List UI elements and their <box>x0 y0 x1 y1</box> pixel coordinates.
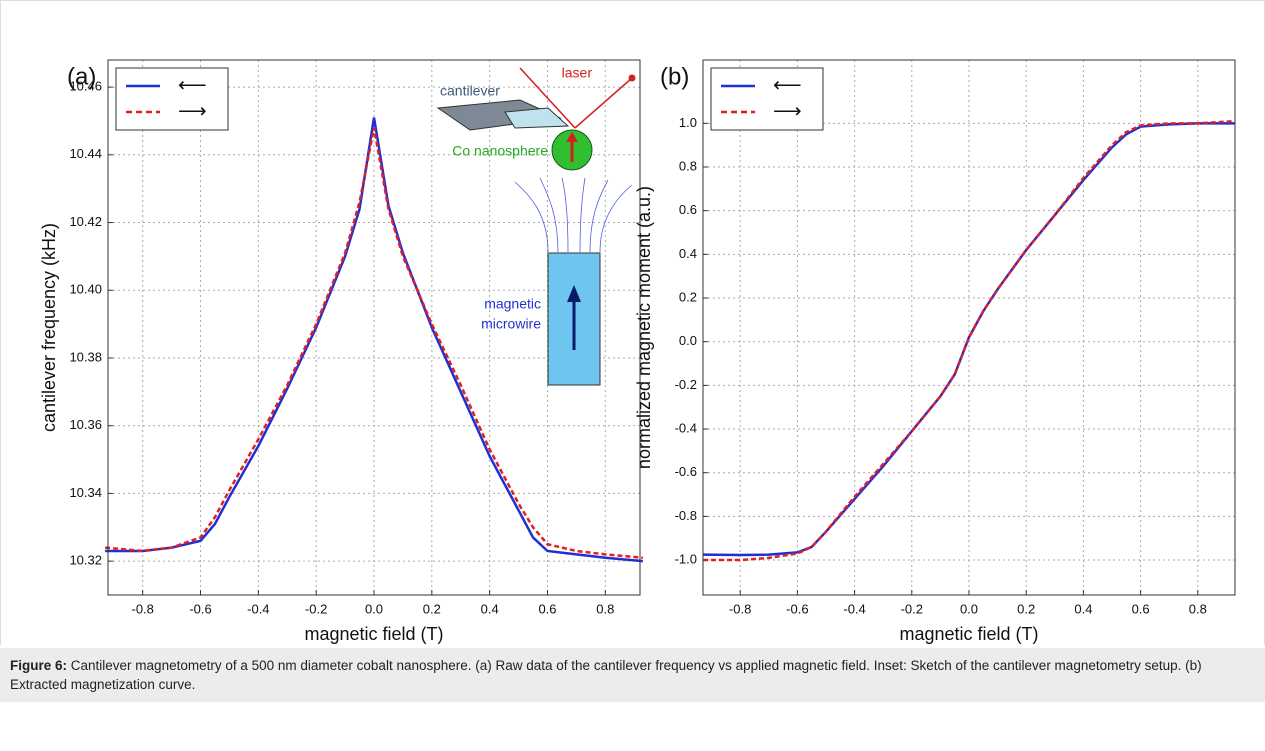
x-tick-label: 0.0 <box>365 601 383 616</box>
moment-arrowhead <box>566 132 578 142</box>
y-axis-label: normalized magnetic moment (a.u.) <box>634 186 654 469</box>
y-tick-label: 10.34 <box>69 485 102 500</box>
inset: laser cantilever Co nanosphere magnetic … <box>436 65 636 386</box>
annotation: magnetic <box>484 296 541 312</box>
y-tick-label: -0.2 <box>675 377 697 392</box>
annotation: Co nanosphere <box>452 143 548 159</box>
y-tick-label: 0.2 <box>679 289 697 304</box>
plot-frame <box>107 59 641 596</box>
y-tick-label: -0.4 <box>675 420 697 435</box>
x-tick-label: -0.2 <box>901 601 923 616</box>
x-tick-label: 0.4 <box>481 601 499 616</box>
y-tick-label: 10.44 <box>69 146 102 161</box>
y-tick-label: 10.46 <box>69 79 102 94</box>
x-axis-label: magnetic field (T) <box>899 624 1038 644</box>
y-tick-label: 0.4 <box>679 246 697 261</box>
data-line <box>104 127 644 559</box>
legend-box <box>115 67 229 131</box>
y-tick-label: 0.6 <box>679 202 697 217</box>
x-tick-label: 0.2 <box>1017 601 1035 616</box>
x-tick-label: -0.6 <box>786 601 808 616</box>
y-tick-label: 10.40 <box>69 282 102 297</box>
laser-beam <box>519 67 576 129</box>
y-tick-label: -0.8 <box>675 508 697 523</box>
y-tick-label: 10.36 <box>69 417 102 432</box>
x-tick-label: 0.6 <box>538 601 556 616</box>
x-tick-label: -0.4 <box>247 601 269 616</box>
caption: Figure 6: Cantilever magnetometry of a 5… <box>0 648 1265 702</box>
panel-label: (b) <box>660 63 689 90</box>
x-tick-label: -0.8 <box>131 601 153 616</box>
data-line <box>105 117 644 563</box>
legend-label: ⟵ <box>773 74 802 96</box>
x-tick-label: 0.2 <box>423 601 441 616</box>
caption-label: Figure 6: <box>10 658 68 673</box>
legend-label: ⟵ <box>178 74 207 96</box>
x-tick-label: 0.6 <box>1132 601 1150 616</box>
legend-label: ⟶ <box>178 100 207 122</box>
legend-label: ⟶ <box>773 100 802 122</box>
x-tick-label: 0.8 <box>1189 601 1207 616</box>
legend-box <box>710 67 824 131</box>
x-axis-label: magnetic field (T) <box>304 624 443 644</box>
cantilever-tip <box>504 107 570 129</box>
y-tick-label: -0.6 <box>675 464 697 479</box>
wire-arrowhead <box>567 285 581 302</box>
y-tick-label: 10.42 <box>69 214 102 229</box>
x-tick-label: -0.2 <box>305 601 327 616</box>
panel-label: (a) <box>67 63 96 90</box>
y-tick-label: 10.38 <box>69 349 102 364</box>
data-line <box>703 119 1236 562</box>
cantilever-shape <box>436 99 562 131</box>
laser-dot <box>628 74 636 82</box>
field-lines <box>514 177 633 253</box>
y-tick-label: 10.32 <box>69 553 102 568</box>
annotation: laser <box>562 65 593 81</box>
x-tick-label: 0.0 <box>960 601 978 616</box>
y-tick-label: 0.8 <box>679 158 697 173</box>
annotation: microwire <box>481 316 541 332</box>
plot-frame <box>702 59 1236 596</box>
caption-text: Cantilever magnetometry of a 500 nm diam… <box>10 658 1202 692</box>
figure: -0.8 -0.6 -0.4 -0.2 0.0 0.2 0.4 0.6 0.8 10.32 10.3… <box>0 0 1265 646</box>
x-tick-label: 0.8 <box>596 601 614 616</box>
y-tick-label: 1.0 <box>679 115 697 130</box>
laser-beam <box>574 77 633 129</box>
y-tick-label: -1.0 <box>675 551 697 566</box>
x-tick-label: -0.6 <box>189 601 211 616</box>
x-tick-label: 0.4 <box>1074 601 1092 616</box>
y-tick-label: 0.0 <box>679 333 697 348</box>
y-axis-label: cantilever frequency (kHz) <box>39 223 59 432</box>
annotation: cantilever <box>440 83 500 99</box>
x-tick-label: -0.8 <box>729 601 751 616</box>
x-tick-label: -0.4 <box>843 601 865 616</box>
